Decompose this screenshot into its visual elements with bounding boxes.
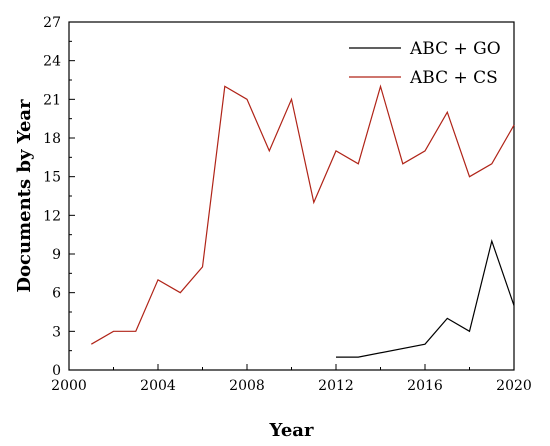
y-tick-label: 27 xyxy=(43,15,61,31)
x-axis-title: Year xyxy=(269,420,314,441)
y-tick-label: 6 xyxy=(52,286,61,302)
y-axis-ticks: 0 3 6 9 12 15 18 21 24 27 xyxy=(43,15,75,379)
y-tick-label: 21 xyxy=(43,92,61,108)
series-line-abc-cs xyxy=(90,84,515,345)
x-axis-ticks: 2000 2004 2008 2012 2016 2020 xyxy=(51,364,532,394)
legend-label: ABC + CS xyxy=(409,68,498,88)
x-tick-label: 2004 xyxy=(140,378,176,394)
y-tick-label: 12 xyxy=(43,208,61,224)
y-axis-title: Documents by Year xyxy=(14,99,35,293)
x-tick-label: 2000 xyxy=(51,378,87,394)
legend-label: ABC + GO xyxy=(409,39,501,59)
legend: ABC + GO ABC + CS xyxy=(349,39,501,88)
x-tick-label: 2020 xyxy=(496,378,532,394)
x-tick-label: 2012 xyxy=(318,378,354,394)
x-tick-label: 2008 xyxy=(229,378,265,394)
x-tick-label: 2016 xyxy=(407,378,443,394)
y-tick-label: 9 xyxy=(52,247,61,263)
y-tick-label: 18 xyxy=(43,131,61,147)
y-tick-label: 24 xyxy=(43,54,61,70)
series-layer xyxy=(90,84,515,358)
y-tick-label: 3 xyxy=(52,324,61,340)
y-tick-label: 15 xyxy=(43,170,61,186)
y-tick-label: 0 xyxy=(52,363,61,379)
series-line-abc-go xyxy=(336,238,515,358)
